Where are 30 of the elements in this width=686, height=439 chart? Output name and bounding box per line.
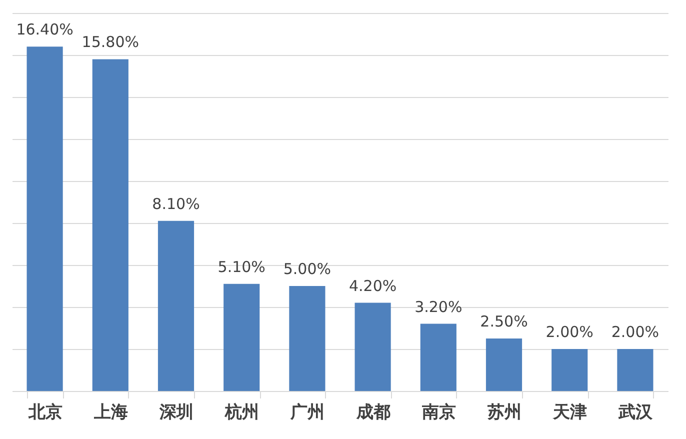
bar (92, 59, 128, 391)
bar (420, 324, 456, 391)
bar (354, 302, 391, 391)
data-label: 3.20% (414, 298, 462, 316)
x-tick-label: 杭州 (224, 402, 260, 422)
x-tick-label: 上海 (92, 402, 128, 422)
data-label: 15.80% (82, 33, 139, 52)
x-tick-label: 苏州 (486, 402, 522, 422)
bar (289, 286, 326, 391)
data-label: 4.20% (348, 276, 397, 295)
x-tick-label: 武汉 (618, 402, 654, 422)
bar (617, 349, 654, 391)
x-tick-label: 广州 (290, 402, 325, 422)
data-label: 5.10% (218, 258, 266, 276)
data-label: 2.00% (546, 323, 594, 341)
bar (552, 349, 588, 391)
data-label: 2.00% (611, 323, 660, 341)
x-tick-label: 深圳 (158, 402, 194, 422)
x-tick-label: 南京 (420, 402, 456, 422)
bar (224, 284, 260, 391)
x-tick-label: 成都 (355, 402, 390, 422)
bar (158, 220, 194, 391)
x-tick-label: 北京 (27, 402, 62, 422)
data-label: 16.40% (16, 20, 74, 39)
bar (26, 46, 63, 391)
data-label: 8.10% (152, 194, 200, 213)
data-label: 2.50% (480, 312, 528, 330)
bar (486, 338, 522, 391)
x-tick-label: 天津 (552, 402, 588, 422)
data-label: 5.00% (283, 260, 332, 278)
